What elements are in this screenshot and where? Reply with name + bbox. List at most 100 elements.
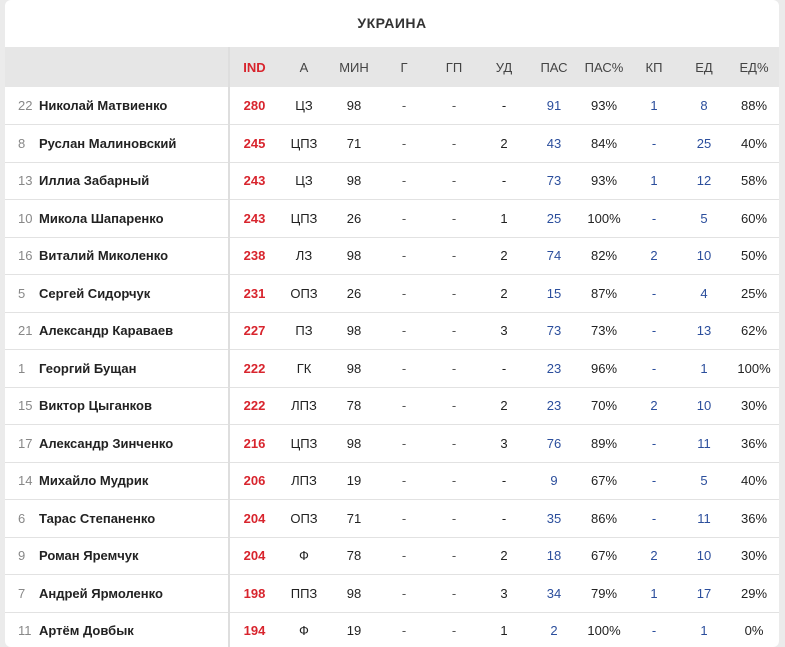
ind-rating: 198 xyxy=(228,574,279,612)
header-position[interactable]: А xyxy=(299,59,309,75)
player-name[interactable]: Александр Зинченко xyxy=(39,435,174,451)
player-name[interactable]: Роман Яремчук xyxy=(39,548,139,564)
player-name[interactable]: Николай Матвиенко xyxy=(39,98,168,113)
player-number: 14 xyxy=(18,473,33,489)
key-passes: - xyxy=(651,473,657,489)
goals: - xyxy=(401,285,407,301)
table-row: 6 Тарас Степаненко 204 ОПЗ 71 - - - 35 86% - 11 36% xyxy=(5,499,779,537)
position: ЛПЗ xyxy=(291,473,317,489)
header-minutes[interactable]: МИН xyxy=(339,59,369,75)
player-name[interactable]: Виталий Миколенко xyxy=(39,248,169,264)
pass-pct: 86% xyxy=(590,510,618,526)
player-number: 5 xyxy=(18,285,26,301)
header-duels[interactable]: ЕД xyxy=(695,59,713,75)
duel-pct: 29% xyxy=(740,585,768,601)
goals: - xyxy=(401,248,407,264)
player-name[interactable]: Артём Довбык xyxy=(39,623,134,639)
goals: - xyxy=(401,135,407,151)
assists: - xyxy=(451,135,457,151)
header-ind[interactable]: IND xyxy=(228,47,279,87)
assists: - xyxy=(451,360,457,376)
header-key-passes[interactable]: КП xyxy=(645,59,663,75)
assists: - xyxy=(451,435,457,451)
header-duel-pct[interactable]: ЕД% xyxy=(739,59,769,75)
passes: 25 xyxy=(546,210,562,226)
minutes: 98 xyxy=(346,435,362,451)
goals: - xyxy=(401,548,407,564)
duel-pct: 25% xyxy=(740,285,768,301)
duels: 1 xyxy=(700,360,708,376)
ind-rating: 216 xyxy=(228,424,279,462)
position: ППЗ xyxy=(290,585,318,601)
table-row: 15 Виктор Цыганков 222 ЛПЗ 78 - - 2 23 70% 2 10 30% xyxy=(5,387,779,425)
player-name[interactable]: Сергей Сидорчук xyxy=(39,285,151,301)
pass-pct: 70% xyxy=(590,398,618,414)
pass-pct: 87% xyxy=(590,285,618,301)
ind-rating: 206 xyxy=(228,462,279,500)
player-name[interactable]: Тарас Степаненко xyxy=(39,510,156,526)
pass-pct: 79% xyxy=(590,585,618,601)
header-passes[interactable]: ПАС xyxy=(540,59,568,75)
position: ПЗ xyxy=(295,323,313,339)
key-passes: 2 xyxy=(650,248,658,264)
assists: - xyxy=(451,398,457,414)
table-row: 21 Александр Караваев 227 ПЗ 98 - - 3 73 73% - 13 62… xyxy=(5,312,779,350)
minutes: 98 xyxy=(346,98,362,113)
duel-pct: 100% xyxy=(737,360,771,376)
minutes: 26 xyxy=(346,285,362,301)
shots: 2 xyxy=(500,398,508,414)
header-pass-pct[interactable]: ПАС% xyxy=(584,59,624,75)
player-name[interactable]: Андрей Ярмоленко xyxy=(39,585,163,601)
position: ГК xyxy=(296,360,312,376)
goals: - xyxy=(401,398,407,414)
ind-rating: 280 xyxy=(228,87,279,125)
header-name xyxy=(39,47,229,87)
header-shots[interactable]: УД xyxy=(495,59,513,75)
duel-pct: 40% xyxy=(740,473,768,489)
position: ЦЗ xyxy=(295,173,313,189)
duel-pct: 0% xyxy=(744,623,764,639)
player-name[interactable]: Микола Шапаренко xyxy=(39,210,164,226)
player-name[interactable]: Александр Караваев xyxy=(39,323,174,339)
pass-pct: 67% xyxy=(590,473,618,489)
player-name[interactable]: Руслан Малиновский xyxy=(39,135,177,151)
minutes: 19 xyxy=(346,473,362,489)
minutes: 98 xyxy=(346,585,362,601)
duels: 5 xyxy=(700,210,708,226)
passes: 73 xyxy=(546,323,562,339)
player-name[interactable]: Георгий Бущан xyxy=(39,360,137,376)
player-number: 22 xyxy=(18,98,33,113)
key-passes: - xyxy=(651,285,657,301)
player-number: 7 xyxy=(18,585,26,601)
header-goals[interactable]: Г xyxy=(400,59,408,75)
position: ЦПЗ xyxy=(290,210,318,226)
passes: 91 xyxy=(546,98,562,113)
goals: - xyxy=(401,510,407,526)
passes: 35 xyxy=(546,510,562,526)
duel-pct: 88% xyxy=(740,98,768,113)
shots: 3 xyxy=(500,435,508,451)
player-name[interactable]: Михайло Мудрик xyxy=(39,473,149,489)
table-row: 5 Сергей Сидорчук 231 ОПЗ 26 - - 2 15 87% - 4 25% xyxy=(5,274,779,312)
assists: - xyxy=(451,173,457,189)
duels: 1 xyxy=(700,623,708,639)
ind-rating: 243 xyxy=(228,199,279,237)
minutes: 98 xyxy=(346,248,362,264)
goals: - xyxy=(401,360,407,376)
shots: 3 xyxy=(500,585,508,601)
team-title: УКРАИНА xyxy=(357,15,427,31)
duel-pct: 58% xyxy=(740,173,768,189)
goals: - xyxy=(401,473,407,489)
player-number: 21 xyxy=(18,323,33,339)
header-assists[interactable]: ГП xyxy=(445,59,463,75)
player-name[interactable]: Иллиа Забарный xyxy=(39,173,150,189)
assists: - xyxy=(451,473,457,489)
shots: 2 xyxy=(500,285,508,301)
shots: 1 xyxy=(500,623,508,639)
position: ЦПЗ xyxy=(290,435,318,451)
assists: - xyxy=(451,548,457,564)
player-name[interactable]: Виктор Цыганков xyxy=(39,398,152,414)
pass-pct: 93% xyxy=(590,98,618,113)
duel-pct: 30% xyxy=(740,548,768,564)
position: ОПЗ xyxy=(290,510,318,526)
